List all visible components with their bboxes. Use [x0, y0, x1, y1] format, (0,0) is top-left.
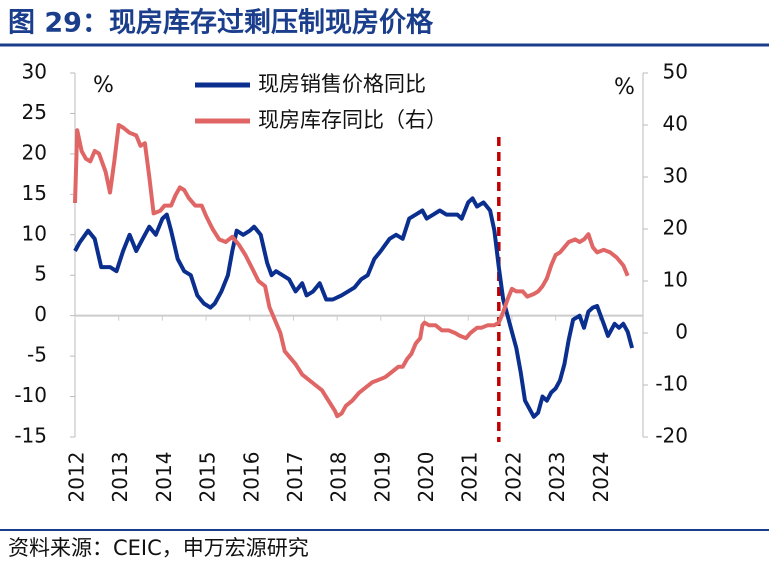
- y2-tick-label: 10: [663, 268, 688, 292]
- y-tick-label: 25: [22, 100, 47, 124]
- legend-label: 现房销售价格同比: [258, 72, 426, 96]
- x-tick-label: 2018: [327, 452, 351, 503]
- x-tick-label: 2019: [370, 452, 394, 503]
- y-tick-label: 15: [22, 181, 47, 205]
- legend-label: 现房库存同比（右）: [258, 108, 447, 132]
- y-tick-label: -5: [27, 343, 47, 367]
- source-note: 资料来源：CEIC，申万宏源研究: [8, 536, 309, 560]
- y2-tick-label: -10: [655, 372, 688, 396]
- x-tick-label: 2020: [414, 452, 438, 503]
- x-tick-label: 2014: [152, 452, 176, 503]
- x-tick-label: 2024: [589, 452, 613, 503]
- y-tick-label: -15: [14, 424, 47, 448]
- chart-title: 图 29：现房库存过剩压制现房价格: [8, 8, 434, 39]
- y2-tick-label: 40: [663, 112, 688, 136]
- x-tick-label: 2023: [545, 452, 569, 503]
- x-tick-label: 2012: [65, 452, 89, 503]
- x-tick-label: 2022: [501, 452, 525, 503]
- y-tick-label: -10: [14, 383, 47, 407]
- y2-tick-label: 50: [663, 60, 688, 84]
- y2-tick-label: 30: [663, 164, 688, 188]
- y-tick-label: 20: [22, 140, 47, 164]
- x-tick-label: 2021: [458, 452, 482, 503]
- y2-tick-label: -20: [655, 424, 688, 448]
- x-tick-label: 2013: [108, 452, 132, 503]
- y-tick-label: 30: [22, 60, 47, 84]
- y2-tick-label: 20: [663, 216, 688, 240]
- data-line: [73, 196, 635, 419]
- y-tick-label: 0: [34, 302, 47, 326]
- y2-unit: %: [614, 75, 635, 100]
- y-tick-label: 10: [22, 221, 47, 245]
- data-line: [73, 123, 630, 419]
- x-tick-label: 2016: [239, 452, 263, 503]
- x-tick-label: 2015: [196, 452, 220, 503]
- y-unit: %: [93, 73, 114, 98]
- x-tick-label: 2017: [283, 452, 307, 503]
- y2-tick-label: 0: [675, 320, 688, 344]
- y-tick-label: 5: [34, 262, 47, 286]
